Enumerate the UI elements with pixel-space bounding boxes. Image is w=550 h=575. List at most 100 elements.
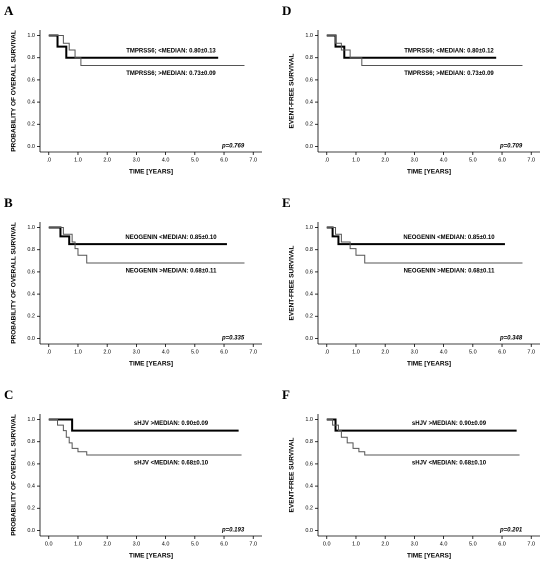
y-tick-label: 0.8 xyxy=(27,439,35,445)
survival-curve xyxy=(326,35,523,66)
y-tick-label: 0.2 xyxy=(305,122,313,128)
p-value: p=0.193 xyxy=(221,528,245,534)
x-tick-label: 1.0 xyxy=(352,157,360,163)
survival-curve xyxy=(326,34,497,59)
y-tick-label: 1.0 xyxy=(305,225,313,231)
x-tick-label: 0.0 xyxy=(45,541,53,547)
y-tick-label: 0.6 xyxy=(305,77,313,83)
x-tick-label: .0 xyxy=(46,157,51,163)
x-axis-label: TIME [YEARS] xyxy=(407,361,451,368)
x-tick-label: 0.0 xyxy=(323,541,331,547)
y-tick-label: 0.2 xyxy=(305,506,313,512)
x-tick-label: 2.0 xyxy=(103,541,111,547)
y-tick-label: 0.8 xyxy=(27,247,35,253)
x-tick-label: 1.0 xyxy=(74,541,82,547)
survival-curve xyxy=(48,34,219,59)
y-tick-label: 0.4 xyxy=(305,100,313,106)
curve-label: TMPRSS6; <MEDIAN: 0.80±0.13 xyxy=(126,48,216,54)
y-tick-label: 0.0 xyxy=(27,528,35,534)
x-tick-label: 6.0 xyxy=(220,541,228,547)
y-tick-label: 0.0 xyxy=(27,336,35,342)
y-tick-label: 0.0 xyxy=(27,144,35,150)
y-tick-label: 0.4 xyxy=(27,292,35,298)
survival-curve xyxy=(48,419,242,456)
y-axis-label: PROBABILITY OF OVERALL SURVIVAL xyxy=(11,222,18,344)
y-tick-label: 0.8 xyxy=(305,247,313,253)
y-tick-label: 0.4 xyxy=(27,100,35,106)
y-tick-label: 1.0 xyxy=(305,33,313,39)
curve-label: NEOGENIN >MEDIAN: 0.68±0.11 xyxy=(404,269,495,275)
x-tick-label: 6.0 xyxy=(498,541,506,547)
x-tick-label: 1.0 xyxy=(352,541,360,547)
x-tick-label: 7.0 xyxy=(527,349,535,355)
x-tick-label: .0 xyxy=(324,157,329,163)
y-tick-label: 0.6 xyxy=(305,269,313,275)
survival-curve xyxy=(48,418,239,432)
y-tick-label: 0.0 xyxy=(305,336,313,342)
x-tick-label: 4.0 xyxy=(440,349,448,355)
x-tick-label: 5.0 xyxy=(191,157,199,163)
y-tick-label: 0.2 xyxy=(27,122,35,128)
x-tick-label: .0 xyxy=(324,349,329,355)
x-tick-label: 3.0 xyxy=(133,349,141,355)
x-tick-label: 1.0 xyxy=(74,349,82,355)
x-tick-label: 4.0 xyxy=(162,541,170,547)
x-tick-label: 3.0 xyxy=(411,541,419,547)
panel-letter: D xyxy=(282,3,291,18)
curve-label: NEOGENIN >MEDIAN: 0.68±0.11 xyxy=(126,269,217,275)
curve-label: TMPRSS6; >MEDIAN: 0.73±0.09 xyxy=(404,71,494,77)
y-tick-label: 0.2 xyxy=(27,506,35,512)
x-tick-label: 4.0 xyxy=(162,157,170,163)
x-tick-label: 2.0 xyxy=(381,541,389,547)
x-tick-label: 7.0 xyxy=(527,157,535,163)
y-tick-label: 1.0 xyxy=(27,225,35,231)
y-axis-label: PROBABILITY OF OVERALL SURVIVAL xyxy=(11,30,18,152)
p-value: p=0.201 xyxy=(499,528,523,534)
y-tick-label: 0.2 xyxy=(27,314,35,320)
x-tick-label: 5.0 xyxy=(191,541,199,547)
x-tick-label: 5.0 xyxy=(469,349,477,355)
x-tick-label: 2.0 xyxy=(103,349,111,355)
p-value: p=0.769 xyxy=(221,144,245,150)
y-tick-label: 0.8 xyxy=(305,439,313,445)
x-tick-label: 7.0 xyxy=(249,349,257,355)
x-axis-label: TIME [YEARS] xyxy=(129,361,173,368)
y-tick-label: 0.4 xyxy=(27,484,35,490)
x-tick-label: 7.0 xyxy=(527,541,535,547)
x-tick-label: 3.0 xyxy=(133,157,141,163)
y-tick-label: 0.6 xyxy=(27,77,35,83)
x-tick-label: 4.0 xyxy=(440,541,448,547)
y-tick-label: 1.0 xyxy=(305,417,313,423)
curve-label: sHJV >MEDIAN: 0.90±0.09 xyxy=(134,421,209,427)
y-axis-label: EVENT-FREE SURVIVAL xyxy=(289,438,296,513)
y-axis-label: EVENT-FREE SURVIVAL xyxy=(289,54,296,129)
x-tick-label: 2.0 xyxy=(103,157,111,163)
x-tick-label: 4.0 xyxy=(162,349,170,355)
y-tick-label: 0.0 xyxy=(305,528,313,534)
x-axis-label: TIME [YEARS] xyxy=(129,169,173,176)
y-tick-label: 0.8 xyxy=(27,55,35,61)
panel-letter: B xyxy=(4,195,13,210)
curve-label: sHJV <MEDIAN: 0.68±0.10 xyxy=(412,461,487,467)
x-tick-label: .0 xyxy=(46,349,51,355)
x-axis-label: TIME [YEARS] xyxy=(407,169,451,176)
y-tick-label: 1.0 xyxy=(27,33,35,39)
x-tick-label: 5.0 xyxy=(469,157,477,163)
x-tick-label: 3.0 xyxy=(133,541,141,547)
x-tick-label: 1.0 xyxy=(74,157,82,163)
curve-label: NEOGENIN <MEDIAN: 0.85±0.10 xyxy=(125,235,217,241)
y-tick-label: 1.0 xyxy=(27,417,35,423)
y-tick-label: 0.0 xyxy=(305,144,313,150)
y-tick-label: 0.4 xyxy=(305,292,313,298)
panel-letter: E xyxy=(282,195,291,210)
x-tick-label: 3.0 xyxy=(411,349,419,355)
x-tick-label: 1.0 xyxy=(352,349,360,355)
p-value: p=0.335 xyxy=(221,336,245,342)
x-tick-label: 7.0 xyxy=(249,157,257,163)
x-tick-label: 2.0 xyxy=(381,157,389,163)
x-axis-label: TIME [YEARS] xyxy=(407,553,451,560)
y-tick-label: 0.8 xyxy=(305,55,313,61)
survival-curve xyxy=(326,419,520,456)
p-value: p=0.348 xyxy=(499,336,523,342)
